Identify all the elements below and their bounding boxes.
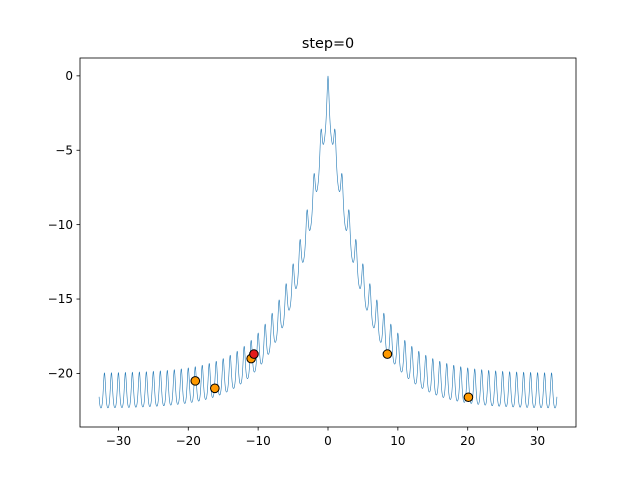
x-axis: −30 −20 −10 0 10 20 30 [106, 427, 545, 448]
population-point [190, 376, 201, 386]
plot-area [98, 75, 558, 409]
x-tick-label: −20 [176, 434, 201, 448]
x-tick-label: 0 [324, 434, 332, 448]
y-tick-label: −5 [55, 143, 73, 157]
x-tick-label: 10 [390, 434, 405, 448]
y-tick-label: −15 [48, 292, 73, 306]
x-tick-label: 20 [460, 434, 475, 448]
population-point [382, 349, 393, 359]
x-tick-label: 30 [530, 434, 545, 448]
chart-title: step=0 [302, 36, 354, 52]
x-tick-label: −30 [106, 434, 131, 448]
function-curve [98, 75, 558, 409]
y-tick-label: −20 [48, 367, 73, 381]
y-tick-label: −10 [48, 218, 73, 232]
x-tick-label: −10 [245, 434, 270, 448]
population-point [210, 383, 220, 394]
best-point [249, 349, 259, 359]
y-axis: 0 −5 −10 −15 −20 [48, 69, 80, 381]
y-tick-label: 0 [65, 69, 73, 83]
population-point [463, 392, 474, 403]
